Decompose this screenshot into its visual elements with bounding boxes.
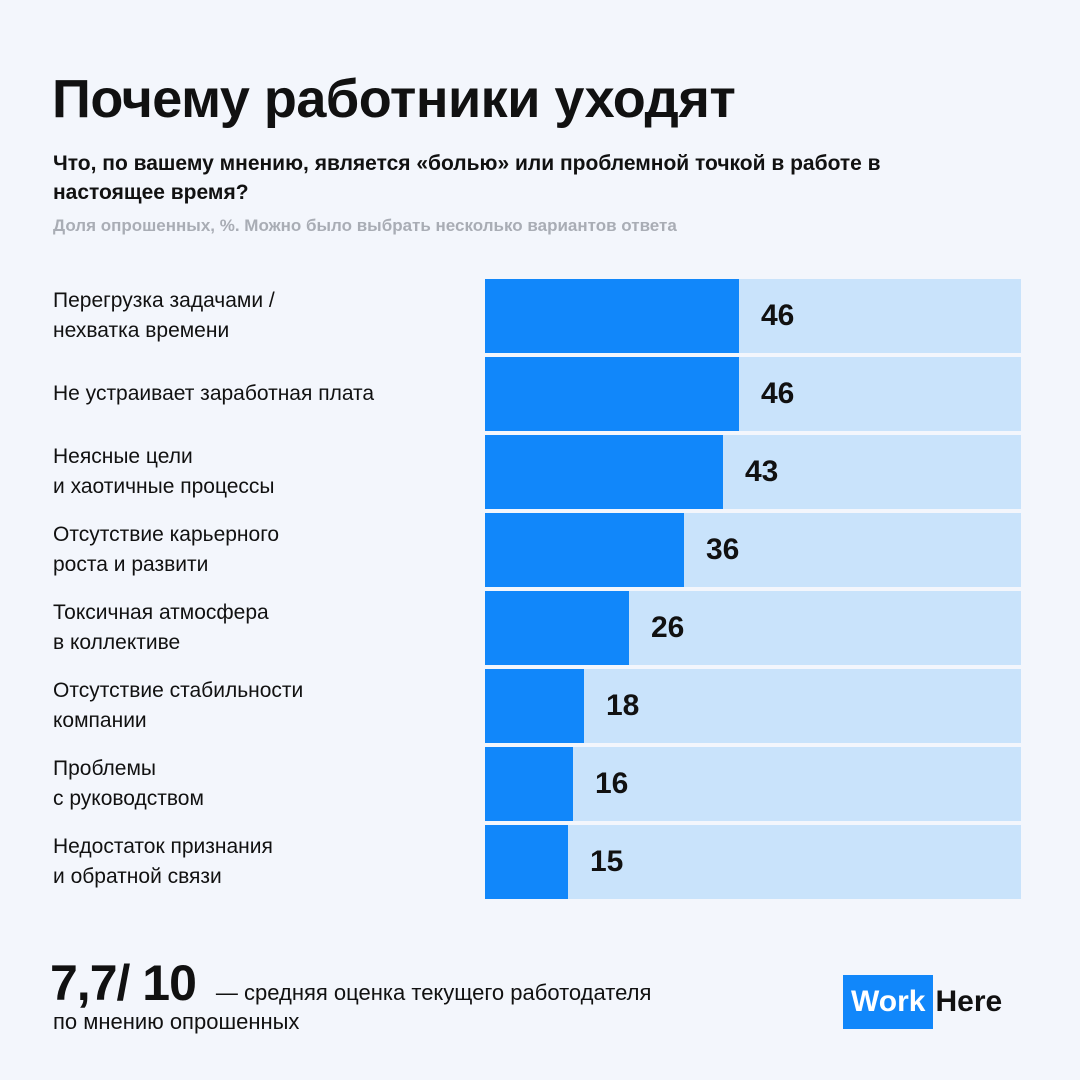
- bar: [485, 513, 684, 587]
- category-label: Не устраивает заработная плата: [53, 381, 375, 405]
- bar: [485, 357, 739, 431]
- bar-value-label: 43: [745, 455, 779, 488]
- category-label: Проблемы с руководством: [53, 756, 204, 810]
- category-label: Перегрузка задачами / нехватка времени: [53, 288, 275, 342]
- bar-value-label: 46: [761, 377, 795, 410]
- bar-value-label: 26: [651, 611, 685, 644]
- category-label: Недостаток признания и обратной связи: [53, 834, 273, 888]
- score-caption-line2: по мнению опрошенных: [53, 1009, 300, 1034]
- bar-track: 46: [485, 357, 1021, 431]
- score-block: 7,7/ 10 — средняя оценка текущего работо…: [50, 954, 651, 1012]
- logo-work: Work: [843, 975, 934, 1029]
- bar-track: 46: [485, 279, 1021, 353]
- bar-track: 15: [485, 825, 1021, 899]
- bar-row: Токсичная атмосфера в коллективе 26: [0, 591, 1080, 665]
- chart-subtitle: Что, по вашему мнению, является «болью» …: [53, 152, 881, 204]
- bar-track: 36: [485, 513, 1021, 587]
- bar: [485, 669, 584, 743]
- bar-value-label: 16: [595, 767, 629, 800]
- workhere-logo: Work Here: [843, 975, 1002, 1029]
- category-label: Отсутствие стабильности компании: [53, 678, 304, 732]
- category-label: Токсичная атмосфера в коллективе: [53, 600, 269, 654]
- bar: [485, 279, 739, 353]
- bar-row: Недостаток признания и обратной связи 15: [0, 825, 1080, 899]
- bar-value-label: 36: [706, 533, 740, 566]
- bar: [485, 747, 573, 821]
- bar: [485, 591, 629, 665]
- bar-row: Перегрузка задачами / нехватка времени 46: [0, 279, 1080, 353]
- chart-note: Доля опрошенных, %. Можно было выбрать н…: [53, 216, 677, 235]
- bar: [485, 825, 568, 899]
- bar-track: 26: [485, 591, 1021, 665]
- page-title: Почему работники уходят: [52, 69, 736, 129]
- bar-track: 18: [485, 669, 1021, 743]
- bar-value-label: 15: [590, 845, 624, 878]
- bar-value-label: 18: [606, 689, 640, 722]
- bar-value-label: 46: [761, 299, 795, 332]
- category-label: Неясные цели и хаотичные процессы: [53, 444, 275, 498]
- bar-row: Проблемы с руководством 16: [0, 747, 1080, 821]
- average-score: 7,7/ 10: [50, 955, 197, 1011]
- score-caption-line1: — средняя оценка текущего работодателя: [215, 980, 652, 1005]
- bar-track: 16: [485, 747, 1021, 821]
- bar: [485, 435, 723, 509]
- logo-here: Here: [935, 985, 1003, 1018]
- bar-track: 43: [485, 435, 1021, 509]
- bar-row: Отсутствие карьерного роста и развити 36: [0, 513, 1080, 587]
- category-label: Отсутствие карьерного роста и развити: [53, 522, 280, 576]
- bar-row: Не устраивает заработная плата 46: [0, 357, 1080, 431]
- bar-row: Отсутствие стабильности компании 18: [0, 669, 1080, 743]
- bar-row: Неясные цели и хаотичные процессы 43: [0, 435, 1080, 509]
